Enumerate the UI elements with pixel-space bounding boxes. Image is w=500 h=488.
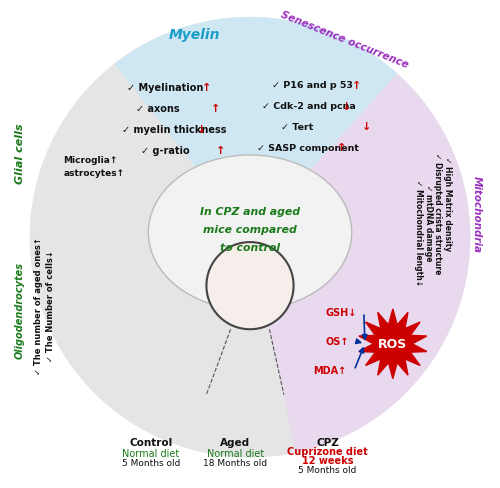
Text: In CPZ and aged: In CPZ and aged: [200, 206, 300, 216]
Text: ✓ Tert: ✓ Tert: [282, 122, 314, 132]
Text: ✓ The Number of cells↓: ✓ The Number of cells↓: [46, 249, 55, 361]
Text: ✓ The number of aged ones↑: ✓ The number of aged ones↑: [34, 237, 43, 374]
Text: ↓: ↓: [362, 122, 370, 132]
Text: mice compared: mice compared: [203, 224, 297, 235]
Text: ↓: ↓: [196, 124, 206, 135]
Text: astrocytes↑: astrocytes↑: [64, 169, 124, 178]
Text: ✓ P16 and p 53: ✓ P16 and p 53: [272, 81, 352, 90]
Text: Normal diet: Normal diet: [207, 448, 264, 458]
Text: ✓ mtDNA damage: ✓ mtDNA damage: [424, 185, 432, 262]
Text: MDA↑: MDA↑: [314, 366, 347, 376]
Text: ✓ myelin thickness: ✓ myelin thickness: [122, 124, 226, 135]
Text: ↑: ↑: [337, 143, 346, 153]
Text: Control: Control: [129, 437, 172, 447]
Circle shape: [206, 243, 294, 329]
Text: ROS: ROS: [378, 338, 408, 350]
Text: ✓ axons: ✓ axons: [136, 104, 180, 114]
Text: ✓ Myelination: ✓ Myelination: [126, 83, 203, 93]
Text: ↓: ↓: [342, 102, 351, 111]
Text: Normal diet: Normal diet: [122, 448, 180, 458]
Text: Glial cells: Glial cells: [15, 123, 25, 183]
Text: 12 weeks: 12 weeks: [302, 455, 353, 465]
Text: ✓ High Matrix density: ✓ High Matrix density: [443, 157, 452, 251]
Text: CPZ: CPZ: [316, 437, 339, 447]
Text: Aged: Aged: [220, 437, 250, 447]
Text: 18 Months old: 18 Months old: [204, 458, 268, 467]
Wedge shape: [250, 74, 470, 453]
Wedge shape: [114, 18, 398, 238]
Text: ↑: ↑: [216, 145, 226, 155]
Text: Myelin: Myelin: [168, 28, 220, 42]
Polygon shape: [359, 309, 427, 379]
Text: ↑: ↑: [212, 104, 220, 114]
Ellipse shape: [148, 156, 352, 310]
Text: Mitochondria: Mitochondria: [472, 175, 482, 252]
Text: Cuprizone diet: Cuprizone diet: [287, 447, 368, 456]
Circle shape: [30, 18, 470, 458]
Text: OS↑: OS↑: [326, 337, 349, 346]
Text: Oligodendrocytes: Oligodendrocytes: [15, 262, 25, 359]
Text: ↑: ↑: [352, 81, 361, 91]
Text: ✓ g-ratio: ✓ g-ratio: [141, 145, 190, 155]
Text: ✓ Mitochondrial length↓: ✓ Mitochondrial length↓: [414, 180, 423, 286]
Text: 5 Months old: 5 Months old: [122, 458, 180, 467]
Text: ✓ Cdk-2 and pcna: ✓ Cdk-2 and pcna: [262, 102, 356, 111]
Text: to control: to control: [220, 243, 280, 253]
Text: GSH↓: GSH↓: [325, 307, 356, 318]
Text: Senescence occurrence: Senescence occurrence: [279, 9, 409, 70]
Text: ✓ SASP component: ✓ SASP component: [258, 143, 360, 152]
Text: Microglia↑: Microglia↑: [64, 156, 118, 165]
Text: ↑: ↑: [202, 83, 211, 93]
Text: ✓ Disrupted crista structure: ✓ Disrupted crista structure: [434, 153, 442, 274]
Text: 5 Months old: 5 Months old: [298, 465, 356, 474]
